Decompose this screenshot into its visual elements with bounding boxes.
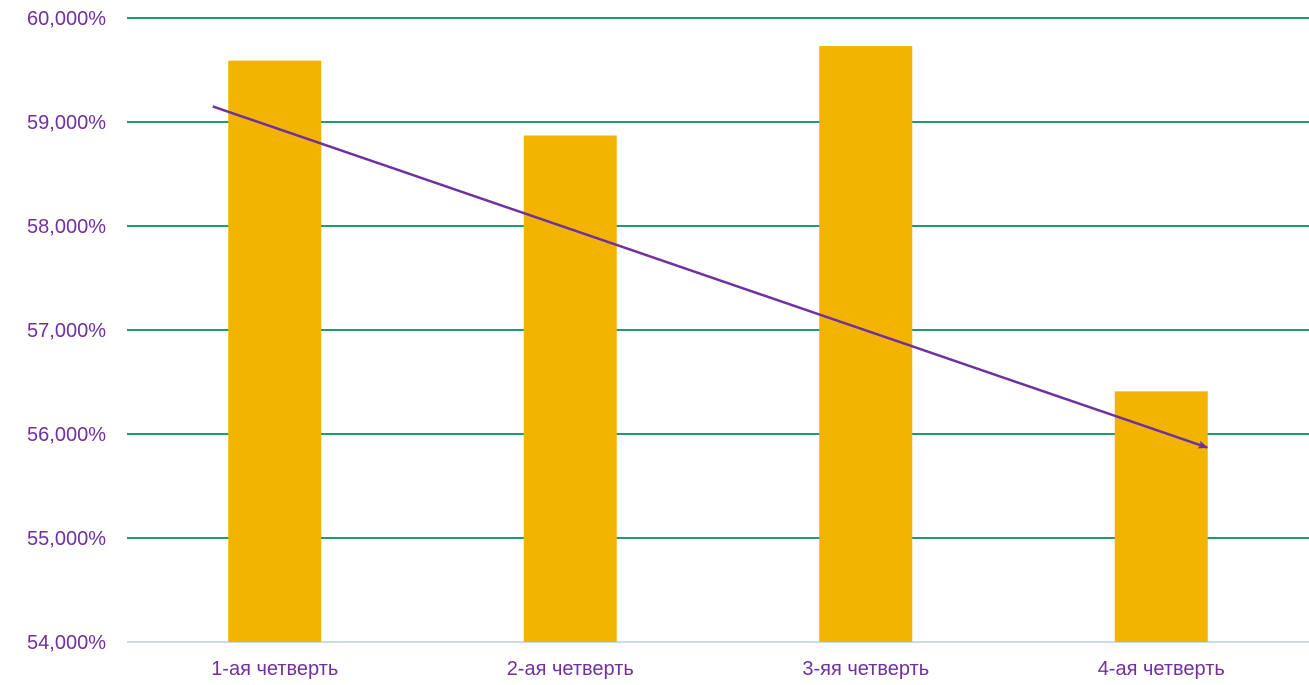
y-axis-tick-labels: 54,000% 55,000% 56,000% 57,000% 58,000% 59,00… <box>27 8 106 654</box>
y-tick-label: 57,000% <box>27 320 106 342</box>
x-axis-tick-labels: 1-ая четверть 2-ая четверть 3-яя четверть 4… <box>211 658 1225 680</box>
bar <box>819 46 913 642</box>
x-tick-label: 4-ая четверть <box>1098 658 1225 680</box>
gridlines <box>127 17 1309 643</box>
x-tick-label: 3-яя четверть <box>802 658 929 680</box>
y-tick-label: 60,000% <box>27 8 106 30</box>
x-tick-label: 2-ая четверть <box>507 658 634 680</box>
x-tick-label: 1-ая четверть <box>211 658 338 680</box>
bar <box>228 60 322 642</box>
annotations <box>212 105 1209 449</box>
bars <box>228 46 1208 642</box>
y-tick-label: 58,000% <box>27 216 106 238</box>
bar <box>523 135 617 642</box>
bar <box>1114 391 1208 642</box>
y-tick-label: 55,000% <box>27 528 106 550</box>
y-tick-label: 59,000% <box>27 112 106 134</box>
y-tick-label: 56,000% <box>27 424 106 446</box>
trend-arrow <box>212 105 1209 449</box>
y-tick-label: 54,000% <box>27 632 106 654</box>
